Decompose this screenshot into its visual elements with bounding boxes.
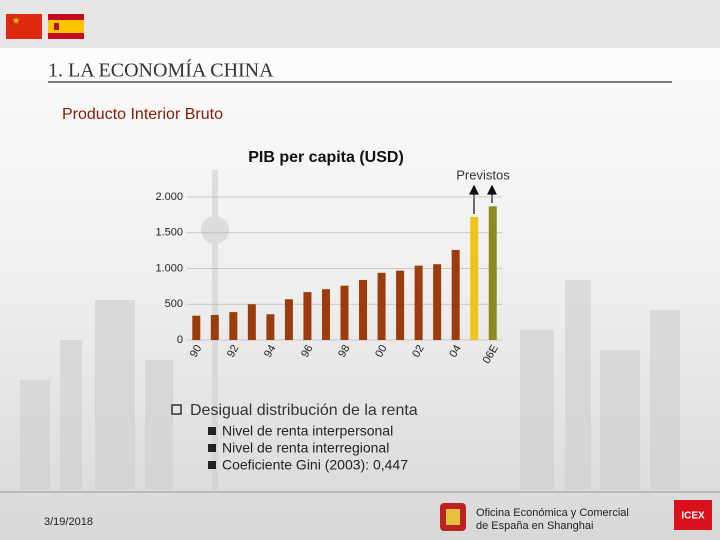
x-tick-label: 92: [225, 343, 242, 360]
bullet-marker: [171, 404, 182, 415]
bar: [451, 249, 460, 340]
bar: [321, 289, 330, 340]
bar: [192, 315, 201, 340]
bullet-main: Desigual distribución de la renta: [190, 402, 418, 419]
slide-subtitle: Producto Interior Bruto: [62, 106, 223, 123]
y-tick-label: 2.000: [155, 191, 183, 203]
svg-text:★: ★: [12, 15, 20, 25]
x-tick-label: 04: [447, 343, 464, 360]
y-tick-label: 500: [165, 298, 183, 310]
slide-title: 1. LA ECONOMÍA CHINA: [48, 59, 274, 82]
bar: [210, 314, 219, 340]
x-tick-label: 98: [336, 343, 353, 360]
bar: [377, 272, 386, 340]
bar: [414, 265, 423, 340]
bullet-marker: [208, 444, 216, 452]
bar: [266, 314, 275, 340]
bar: [284, 299, 293, 340]
bar: [229, 312, 238, 340]
flag-china: ★: [6, 14, 42, 39]
footer-office: de España en Shanghai: [476, 520, 593, 532]
bar: [396, 270, 405, 340]
footer-office: Oficina Económica y Comercial: [476, 507, 629, 519]
bullet-item: Coeficiente Gini (2003): 0,447: [222, 457, 408, 473]
bar: [247, 304, 256, 340]
bullet-marker: [208, 461, 216, 469]
chart-title: PIB per capita (USD): [248, 149, 404, 166]
x-tick-label: 02: [410, 343, 427, 360]
bar: [488, 206, 497, 340]
bar: [433, 264, 442, 340]
bar: [359, 279, 368, 340]
footer-date: 3/19/2018: [44, 516, 93, 528]
skyline: [20, 170, 680, 490]
bar: [470, 217, 479, 340]
bar: [340, 285, 349, 340]
y-tick-label: 1.500: [155, 227, 183, 239]
bullets: Desigual distribución de la renta Nivel …: [171, 402, 418, 473]
bullet-item: Nivel de renta interregional: [222, 440, 389, 456]
x-tick-label: 00: [373, 343, 390, 360]
y-tick-label: 1.000: [155, 262, 183, 274]
flag-spain: [48, 14, 84, 39]
x-tick-label: 90: [188, 343, 205, 360]
y-tick-label: 0: [177, 334, 183, 346]
forecast-arrows: [469, 184, 497, 214]
bullet-marker: [208, 427, 216, 435]
x-tick-label: 94: [262, 343, 279, 360]
coat-of-arms: [440, 503, 466, 531]
logo-box: [674, 500, 712, 530]
logo: ICEX: [681, 511, 705, 522]
bar: [303, 292, 312, 340]
header-band: [0, 0, 720, 48]
x-tick-label: 96: [299, 343, 316, 360]
bullet-item: Nivel de renta interpersonal: [222, 423, 393, 439]
annotation: Previstos: [456, 167, 510, 182]
